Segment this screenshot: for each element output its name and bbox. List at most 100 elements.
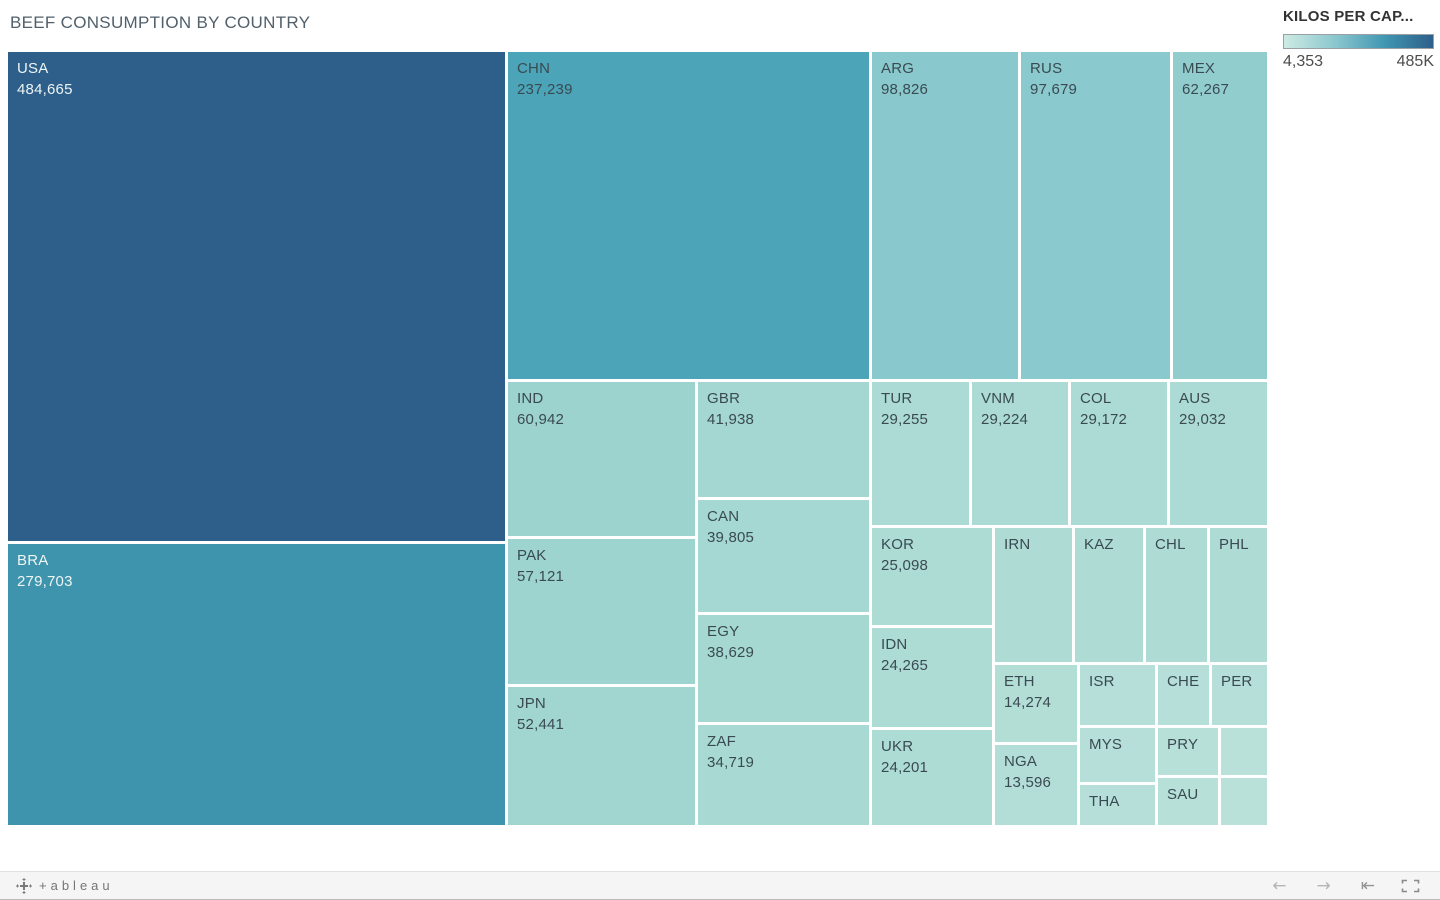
treemap-cell-che[interactable]: CHE (1158, 665, 1209, 725)
cell-value: 484,665 (17, 81, 73, 98)
tableau-logo-text: +ableau (39, 878, 114, 893)
cell-value: 279,703 (17, 573, 73, 590)
bottom-toolbar: +ableau ← → ⇤ (0, 871, 1440, 900)
treemap-cell-pry[interactable]: PRY (1158, 728, 1218, 775)
cell-value: 29,255 (881, 411, 929, 428)
treemap-cell-mys[interactable]: MYS (1080, 728, 1155, 782)
cell-country-code: CHL (1155, 536, 1186, 553)
page-title: BEEF CONSUMPTION BY COUNTRY (10, 13, 311, 32)
cell-country-code: PER (1221, 673, 1253, 690)
cell-country-code: CAN (707, 508, 740, 525)
cell-value: 39,805 (707, 529, 755, 546)
treemap-cell-zaf[interactable]: ZAF 34,719 (698, 725, 869, 825)
treemap-cell-tha[interactable]: THA (1080, 785, 1155, 825)
treemap-cell-jpn[interactable]: JPN 52,441 (508, 687, 695, 825)
treemap-cell-irn[interactable]: IRN (995, 528, 1072, 662)
cell-country-code: PRY (1167, 736, 1199, 753)
treemap-cell-idn[interactable]: IDN 24,265 (872, 628, 992, 727)
cell-country-code: IND (517, 390, 544, 407)
cell-value: 14,274 (1004, 694, 1052, 711)
cell-value: 24,265 (881, 657, 929, 674)
legend-max-label: 485K (1396, 53, 1434, 70)
treemap-cell-sau[interactable]: SAU (1158, 778, 1218, 825)
cell-country-code: ZAF (707, 733, 736, 750)
cell-country-code: GBR (707, 390, 741, 407)
color-legend: KILOS PER CAP... 4,353 485K (1283, 8, 1434, 71)
treemap-cell-usa[interactable]: USA 484,665 (8, 52, 505, 541)
cell-value: 60,942 (517, 411, 565, 428)
treemap-cell-arg[interactable]: ARG 98,826 (872, 52, 1018, 379)
cell-country-code: NGA (1004, 753, 1038, 770)
treemap-cell-chl[interactable]: CHL (1146, 528, 1207, 662)
cell-country-code: MEX (1182, 60, 1216, 77)
treemap-cell-bra[interactable]: BRA 279,703 (8, 544, 505, 825)
treemap: USA 484,665 BRA 279,703 CHN 237,239 ARG 98,826 R… (8, 52, 1267, 825)
treemap-cell-col[interactable]: COL 29,172 (1071, 382, 1167, 525)
cell-value: 52,441 (517, 716, 565, 733)
tableau-logo[interactable]: +ableau (16, 877, 114, 894)
treemap-cell-vnm[interactable]: VNM 29,224 (972, 382, 1068, 525)
treemap-cell-ind[interactable]: IND 60,942 (508, 382, 695, 536)
cell-country-code: AUS (1179, 390, 1211, 407)
cell-country-code: VNM (981, 390, 1015, 407)
cell-country-code: COL (1080, 390, 1112, 407)
cell-value: 34,719 (707, 754, 755, 771)
cell-country-code: TUR (881, 390, 913, 407)
cell-value: 41,938 (707, 411, 755, 428)
cell-country-code: THA (1089, 793, 1120, 810)
cell-value: 24,201 (881, 759, 929, 776)
treemap-cell-rus[interactable]: RUS 97,679 (1021, 52, 1170, 379)
treemap-cell-blank[interactable] (1221, 728, 1267, 775)
cell-value: 25,098 (881, 557, 929, 574)
cell-country-code: PHL (1219, 536, 1249, 553)
treemap-cell-kor[interactable]: KOR 25,098 (872, 528, 992, 625)
back-arrow-icon[interactable]: ← (1264, 876, 1294, 896)
treemap-cell-phl[interactable]: PHL (1210, 528, 1267, 662)
cell-value: 57,121 (517, 568, 565, 585)
cell-country-code: UKR (881, 738, 914, 755)
treemap-cell-can[interactable]: CAN 39,805 (698, 500, 869, 612)
treemap-cell-isr[interactable]: ISR (1080, 665, 1155, 725)
treemap-cell-pak[interactable]: PAK 57,121 (508, 539, 695, 684)
cell-value: 62,267 (1182, 81, 1230, 98)
treemap-cell-aus[interactable]: AUS 29,032 (1170, 382, 1267, 525)
treemap-cell-per[interactable]: PER (1212, 665, 1267, 725)
treemap-cell-kaz[interactable]: KAZ (1075, 528, 1143, 662)
reset-view-icon[interactable]: ⇤ (1353, 876, 1383, 896)
cell-country-code: USA (17, 60, 49, 77)
cell-country-code: KOR (881, 536, 915, 553)
legend-gradient-bar (1283, 34, 1434, 49)
cell-value: 13,596 (1004, 774, 1052, 791)
cell-value: 29,032 (1179, 411, 1227, 428)
cell-value: 97,679 (1030, 81, 1078, 98)
treemap-cell-ukr[interactable]: UKR 24,201 (872, 730, 992, 825)
cell-country-code: IRN (1004, 536, 1031, 553)
forward-arrow-icon[interactable]: → (1309, 876, 1339, 896)
treemap-cell-blank[interactable] (1221, 778, 1267, 825)
treemap-cell-tur[interactable]: TUR 29,255 (872, 382, 969, 525)
cell-value: 237,239 (517, 81, 573, 98)
tableau-logo-icon (16, 877, 32, 894)
treemap-cell-egy[interactable]: EGY 38,629 (698, 615, 869, 722)
treemap-cell-mex[interactable]: MEX 62,267 (1173, 52, 1267, 379)
cell-country-code: CHE (1167, 673, 1200, 690)
cell-value: 29,224 (981, 411, 1029, 428)
cell-country-code: BRA (17, 552, 49, 569)
treemap-cell-gbr[interactable]: GBR 41,938 (698, 382, 869, 497)
treemap-cell-eth[interactable]: ETH 14,274 (995, 665, 1077, 742)
legend-min-label: 4,353 (1283, 53, 1324, 70)
cell-country-code: SAU (1167, 786, 1199, 803)
cell-country-code: ETH (1004, 673, 1035, 690)
cell-country-code: ARG (881, 60, 915, 77)
cell-country-code: MYS (1089, 736, 1123, 753)
cell-country-code: ISR (1089, 673, 1115, 690)
treemap-cell-chn[interactable]: CHN 237,239 (508, 52, 869, 379)
fullscreen-icon[interactable] (1397, 879, 1424, 893)
cell-country-code: IDN (881, 636, 908, 653)
cell-country-code: EGY (707, 623, 740, 640)
toolbar-nav: ← → ⇤ (1264, 876, 1424, 896)
treemap-cell-nga[interactable]: NGA 13,596 (995, 745, 1077, 825)
cell-value: 98,826 (881, 81, 929, 98)
cell-country-code: PAK (517, 547, 547, 564)
cell-country-code: RUS (1030, 60, 1063, 77)
